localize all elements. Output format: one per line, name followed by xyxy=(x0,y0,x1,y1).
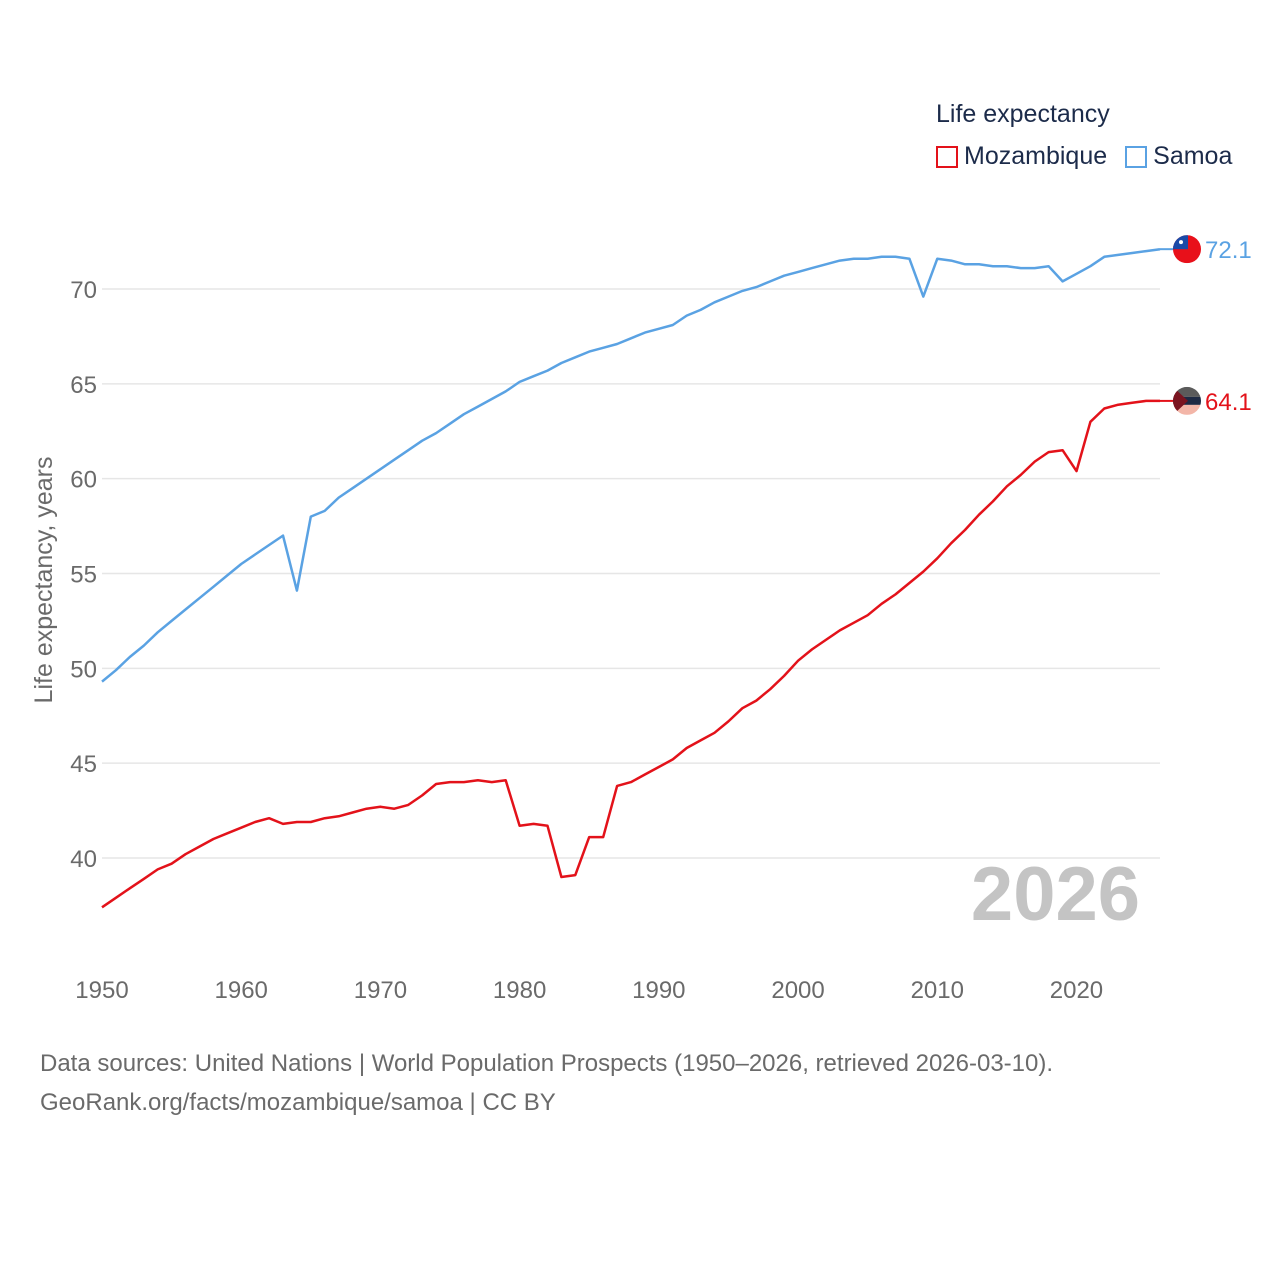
y-tick-label-45: 45 xyxy=(70,751,97,778)
source-link[interactable]: GeoRank.org/facts/mozambique/samoa | CC … xyxy=(40,1089,556,1116)
end-markers: 64.1 72.1 xyxy=(1160,235,1252,416)
y-tick-label-50: 50 xyxy=(70,656,97,683)
legend-item-mozambique[interactable]: Mozambique xyxy=(936,142,1107,171)
series-lines xyxy=(101,247,1161,909)
y-axis-ticks: 40 45 50 55 60 65 70 xyxy=(70,277,97,873)
legend-swatch-mozambique xyxy=(936,145,958,168)
end-value-label-samoa: 72.1 xyxy=(1205,237,1252,264)
x-tick-label-1950: 1950 xyxy=(75,977,128,1004)
legend-label-mozambique: Mozambique xyxy=(964,142,1108,170)
y-tick-label-65: 65 xyxy=(70,372,97,399)
y-axis-label: Life expectancy, years xyxy=(30,457,58,704)
legend-label-samoa: Samoa xyxy=(1153,142,1233,170)
y-tick-label-55: 55 xyxy=(70,562,97,589)
legend-title: Life expectancy xyxy=(936,100,1110,128)
y-tick-label-60: 60 xyxy=(70,467,97,494)
series-line-samoa xyxy=(101,247,1161,683)
y-tick-label-70: 70 xyxy=(70,277,97,304)
grid-lines xyxy=(102,288,1160,859)
flag-icon-mozambique xyxy=(1173,386,1201,415)
x-tick-label-2010: 2010 xyxy=(911,977,964,1004)
x-tick-label-1970: 1970 xyxy=(354,977,407,1004)
y-tick-label-40: 40 xyxy=(70,846,97,873)
year-watermark: 2026 xyxy=(971,852,1140,937)
x-tick-label-2000: 2000 xyxy=(771,977,824,1004)
legend-item-samoa[interactable]: Samoa xyxy=(1125,142,1232,171)
x-tick-label-1990: 1990 xyxy=(632,977,685,1004)
data-source-text: Data sources: United Nations | World Pop… xyxy=(40,1050,1054,1077)
x-tick-label-1980: 1980 xyxy=(493,977,546,1004)
x-tick-label-1960: 1960 xyxy=(215,977,268,1004)
footer: Data sources: United Nations | World Pop… xyxy=(40,1044,1053,1122)
x-tick-label-2020: 2020 xyxy=(1050,977,1103,1004)
legend: Mozambique Samoa xyxy=(936,142,1232,171)
end-value-label-mozambique: 64.1 xyxy=(1205,389,1252,416)
flag-icon-samoa xyxy=(1173,235,1201,264)
x-axis-ticks: 1950 1960 1970 1980 1990 2000 2010 2020 xyxy=(75,977,1103,1004)
series-line-mozambique xyxy=(101,399,1160,909)
legend-swatch-samoa xyxy=(1125,145,1148,168)
